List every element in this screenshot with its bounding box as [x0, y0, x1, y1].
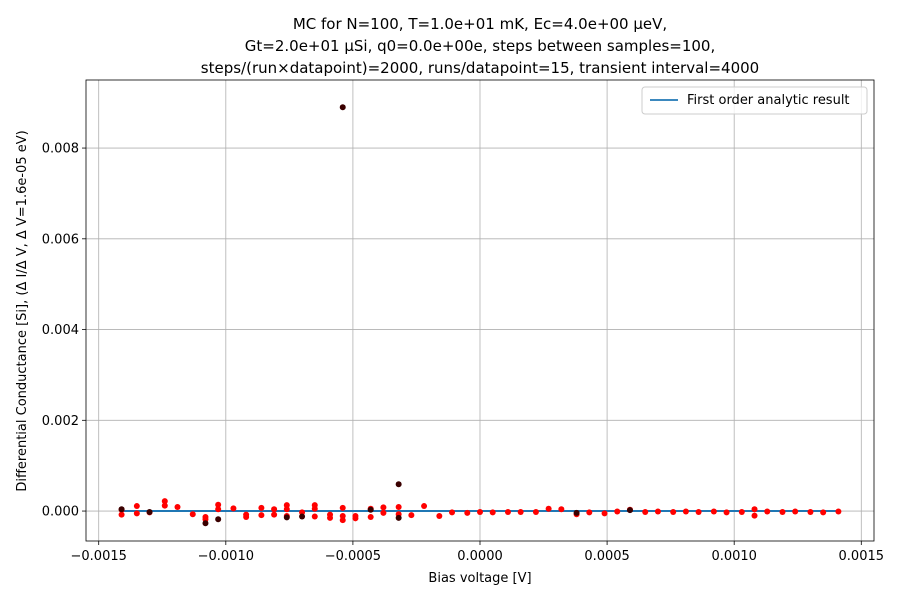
- data-point: [654, 508, 661, 515]
- outlier-point: [395, 481, 402, 488]
- data-point: [695, 508, 702, 515]
- data-point: [792, 508, 799, 515]
- data-point: [464, 509, 471, 516]
- outlier-point: [283, 514, 290, 521]
- data-point: [380, 509, 387, 516]
- plot-area: [118, 104, 842, 527]
- data-point: [532, 508, 539, 515]
- data-point: [118, 511, 125, 518]
- data-point: [339, 517, 346, 524]
- data-point: [327, 514, 334, 521]
- y-tick-label: 0.002: [42, 414, 79, 429]
- data-point: [133, 510, 140, 517]
- data-point: [517, 508, 524, 515]
- data-point: [283, 506, 290, 513]
- x-axis-label: Bias voltage [V]: [428, 571, 531, 586]
- title-line-3: steps/(run×datapoint)=2000, runs/datapoi…: [201, 59, 759, 77]
- data-point: [586, 509, 593, 516]
- y-tick-label: 0.000: [42, 505, 79, 520]
- data-point: [723, 509, 730, 516]
- grid: [86, 80, 874, 541]
- outlier-point: [367, 506, 374, 513]
- data-point: [352, 515, 359, 522]
- data-point: [215, 506, 222, 513]
- chart-title: MC for N=100, T=1.0e+01 mK, Ec=4.0e+00 μ…: [201, 15, 759, 77]
- data-point: [820, 509, 827, 516]
- data-point: [189, 511, 196, 518]
- data-point: [751, 506, 758, 513]
- data-point: [601, 510, 608, 517]
- title-line-2: Gt=2.0e+01 μSi, q0=0.0e+00e, steps betwe…: [245, 37, 715, 55]
- data-point: [367, 513, 374, 520]
- data-point: [174, 503, 181, 510]
- data-point: [682, 508, 689, 515]
- x-tick-label: −0.0010: [198, 549, 254, 564]
- outlier-point: [118, 506, 125, 513]
- data-point: [614, 508, 621, 515]
- data-point: [504, 508, 511, 515]
- x-tick-label: 0.0005: [584, 549, 630, 564]
- data-point: [545, 505, 552, 512]
- data-point: [807, 508, 814, 515]
- outlier-point: [146, 508, 153, 515]
- data-point: [670, 508, 677, 515]
- data-point: [738, 508, 745, 515]
- data-point: [710, 508, 717, 515]
- x-tick-label: 0.0000: [457, 549, 503, 564]
- data-point: [477, 508, 483, 515]
- y-axis-label: Differential Conductance [Si], (Δ I/Δ V,…: [15, 130, 30, 491]
- data-point: [558, 506, 565, 513]
- data-point: [751, 512, 758, 519]
- title-line-1: MC for N=100, T=1.0e+01 mK, Ec=4.0e+00 μ…: [293, 15, 667, 33]
- data-point: [161, 498, 168, 505]
- y-tick-label: 0.008: [42, 142, 79, 157]
- outlier-point: [626, 507, 633, 514]
- data-point: [339, 504, 346, 511]
- outlier-point: [215, 516, 222, 523]
- x-tick-label: 0.0010: [711, 549, 757, 564]
- outlier-point: [395, 514, 402, 521]
- ticks: −0.0015 −0.0010 −0.0005 0.0000 0.0005 0.0010 0…: [42, 142, 884, 564]
- x-tick-label: −0.0005: [325, 549, 381, 564]
- outlier-point: [202, 520, 209, 527]
- data-point: [161, 502, 168, 509]
- data-point: [380, 504, 387, 511]
- data-point: [764, 508, 771, 515]
- data-point: [258, 512, 265, 519]
- data-point: [835, 508, 842, 515]
- y-tick-label: 0.006: [42, 232, 79, 247]
- outlier-point: [573, 509, 580, 516]
- data-point: [449, 509, 456, 516]
- legend-box: [641, 86, 868, 115]
- data-point: [215, 501, 222, 508]
- outlier-point: [339, 104, 346, 111]
- y-tick-label: 0.004: [42, 323, 79, 338]
- data-point: [271, 506, 278, 513]
- x-tick-label: 0.0015: [839, 549, 885, 564]
- data-point: [230, 505, 237, 512]
- data-point: [395, 503, 402, 510]
- data-point: [489, 509, 496, 516]
- data-point: [436, 513, 443, 520]
- data-point: [779, 508, 786, 515]
- data-point: [271, 511, 278, 518]
- data-point: [421, 503, 428, 510]
- data-point: [311, 513, 318, 520]
- data-point: [311, 505, 318, 512]
- data-point: [642, 508, 649, 515]
- outlier-point: [299, 513, 306, 520]
- legend-label: First order analytic result: [687, 93, 850, 108]
- x-tick-label: −0.0015: [71, 549, 127, 564]
- legend: First order analytic result: [641, 86, 868, 115]
- data-point: [133, 503, 140, 510]
- data-point: [408, 512, 415, 519]
- data-point: [243, 513, 250, 520]
- data-point: [258, 504, 265, 511]
